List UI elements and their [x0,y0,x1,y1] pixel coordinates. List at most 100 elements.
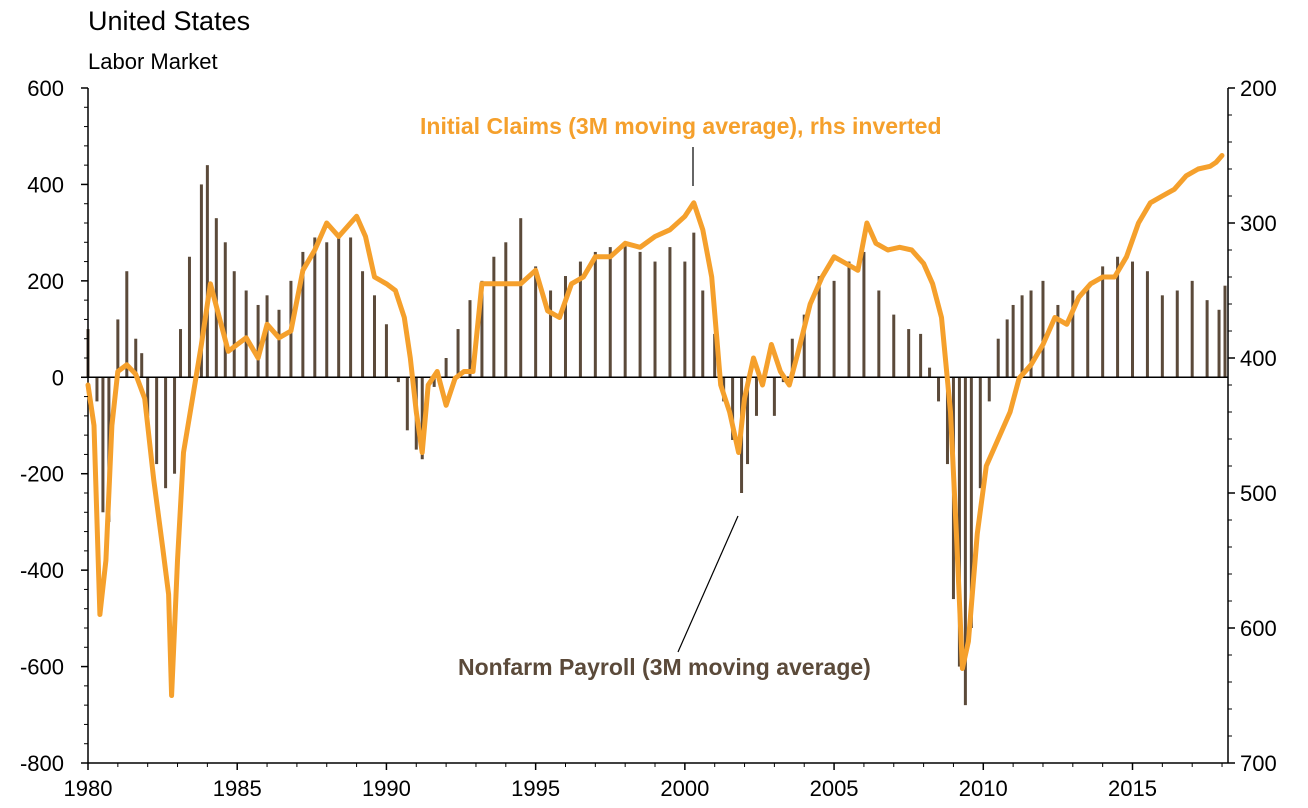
payroll-bar [1011,304,1015,378]
x-axis-ticks: 1980 1985 1990 1995 2000 2005 2010 2015 [64,763,1223,801]
payroll-bar [468,300,472,378]
payroll-bar [772,377,776,416]
payroll-bar [790,338,794,378]
payroll-bar [179,329,183,378]
payroll-bar [713,333,717,378]
payroll-bar [1223,285,1227,378]
payroll-bar [668,247,672,378]
right-tick-label: 200 [1240,76,1277,101]
payroll-bar [244,290,248,378]
payroll-bar [173,377,177,474]
payroll-bar [847,261,851,378]
payroll-bar [349,237,353,378]
payroll-bar [907,329,911,378]
payroll-bar [1175,290,1179,378]
payroll-bar [361,271,365,378]
payroll-bar [492,256,496,378]
right-tick-label: 500 [1240,481,1277,506]
payroll-bar [116,319,120,378]
payroll-bar [140,353,144,378]
payroll-bar [444,358,448,378]
payroll-bar [1029,290,1033,378]
page-title: United States [88,6,251,36]
left-axis-ticks: 600 400 200 0 -200 -400 -600 -800 [20,76,88,776]
payroll-bar [504,242,508,378]
payroll-bar [919,333,923,378]
payroll-bar [701,290,705,378]
payroll-bar [199,184,203,378]
payroll-bar [125,271,129,378]
payroll-bar [337,232,341,378]
payroll-bar [928,367,932,378]
right-tick-label: 300 [1240,211,1277,236]
payroll-bar [101,377,105,513]
payroll-bar [384,324,388,378]
x-tick-label: 2000 [660,776,709,801]
payroll-bar [963,377,967,706]
payroll-bar [396,377,400,383]
payroll-bar [1160,295,1164,378]
payroll-bar [301,251,305,378]
payroll-bar [420,377,424,460]
x-tick-label: 1995 [511,776,560,801]
payroll-bar [638,251,642,378]
payroll-bar [593,251,597,378]
payroll-bar [817,276,821,378]
payroll-bar [877,290,881,378]
payroll-bar [534,266,538,378]
x-tick-label: 2005 [810,776,859,801]
payroll-bar [256,304,260,378]
payroll-bar [549,290,553,378]
left-tick-label: 400 [27,172,64,197]
payroll-bar [1056,304,1060,378]
right-tick-label: 700 [1240,751,1277,776]
payroll-bar [146,377,150,416]
payroll-bar [563,276,567,378]
payroll-bar [945,377,949,465]
payroll-bar [653,261,657,378]
payroll-bar [1190,280,1194,378]
left-tick-label: 0 [52,365,64,390]
x-tick-label: 2015 [1108,776,1157,801]
payroll-bar [1005,319,1009,378]
x-tick-label: 1990 [362,776,411,801]
payroll-bar [1086,285,1090,378]
payroll-bar [754,377,758,416]
left-tick-label: 600 [27,76,64,101]
payroll-bar [519,218,523,378]
payroll-annotation-leader [677,515,739,653]
payroll-bar [608,247,612,378]
payroll-bar [405,377,409,431]
payroll-bar [155,377,159,465]
claims-line [85,153,1225,698]
payroll-bar [1145,271,1149,378]
payroll-bar [205,165,209,378]
payroll-bar [223,242,227,378]
payroll-bar [1205,300,1209,378]
chart-axes [87,88,1229,764]
payroll-bar [937,377,941,402]
x-tick-label: 2010 [959,776,1008,801]
payroll-bar [1041,280,1045,378]
left-tick-label: -200 [20,462,64,487]
payroll-bar [731,377,735,440]
payroll-bar [325,242,329,378]
left-tick-label: -800 [20,751,64,776]
payroll-bar [1116,256,1120,378]
left-tick-label: -400 [20,558,64,583]
payroll-bar [692,232,696,378]
payroll-bar [832,280,836,378]
payroll-bar [480,280,484,378]
right-tick-label: 400 [1240,346,1277,371]
claims-annotation: Initial Claims (3M moving average), rhs … [420,113,942,139]
payroll-bar [892,314,896,378]
payroll-bar [265,295,269,378]
payroll-bar [623,242,627,378]
payroll-bar [432,377,436,387]
payroll-bar [1101,266,1105,378]
payroll-bar [95,377,99,402]
payroll-bar [372,295,376,378]
payroll-bar [1020,295,1024,378]
payroll-bar [746,377,750,465]
